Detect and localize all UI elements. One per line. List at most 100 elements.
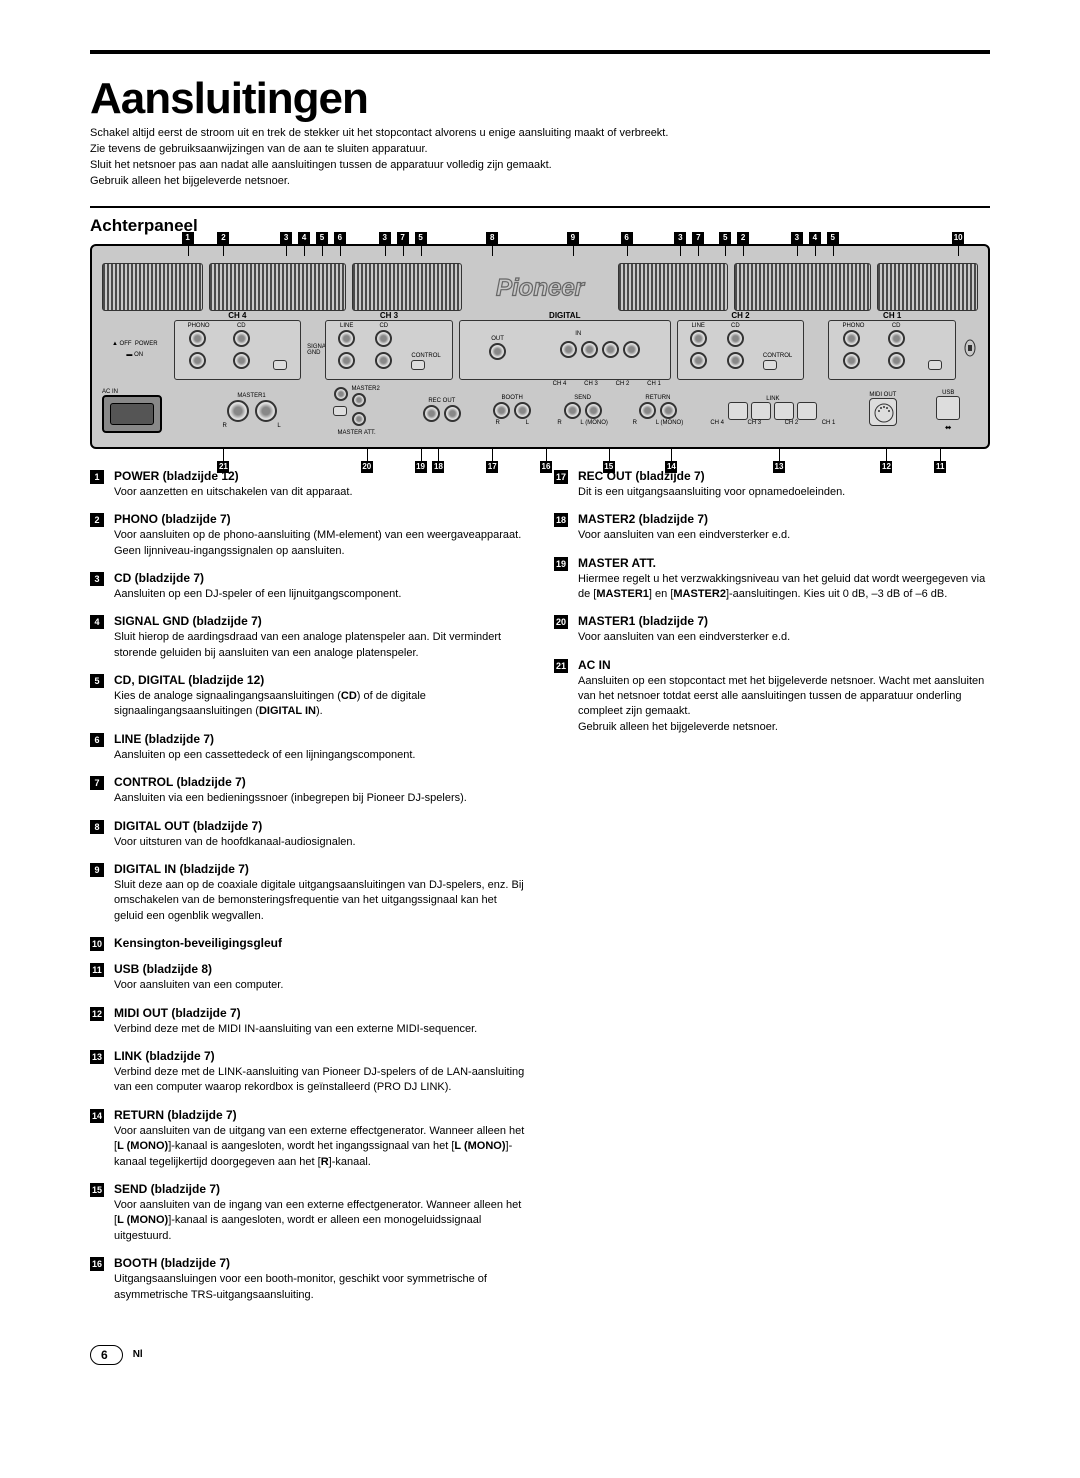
spec-item-title: LINE (bladzijde 7) <box>114 732 526 746</box>
spec-item: 7 CONTROL (bladzijde 7) Aansluiten via een… <box>90 775 526 806</box>
spec-item: 6LINE (bladzijde 7)Aansluiten op een cas… <box>90 732 526 763</box>
spec-item-number: 3 <box>90 572 104 586</box>
spec-item-desc: Aansluiten op een cassettedeck of een li… <box>114 748 526 763</box>
spec-item-number: 21 <box>554 659 568 673</box>
spec-item: 5 CD, DIGITAL (bladzijde 12) Kies de analo… <box>90 673 526 720</box>
spec-item: 18MASTER2 (bladzijde 7)Voor aansluiten v… <box>554 512 990 543</box>
callout-marker: 5 <box>719 232 731 244</box>
callout-marker: 2 <box>737 232 749 244</box>
spec-item-number: 5 <box>90 674 104 688</box>
language-code: Nl <box>133 1349 143 1360</box>
spec-item: 1 POWER (bladzijde 12) Voor aanzetten en u… <box>90 469 526 500</box>
callout-marker: 8 <box>486 232 498 244</box>
spec-item-number: 7 <box>90 776 104 790</box>
spec-item: 20MASTER1 (bladzijde 7)Voor aansluiten v… <box>554 614 990 645</box>
callout-marker: 6 <box>334 232 346 244</box>
spec-item: 21 AC IN Aansluiten op een stopcontact met… <box>554 658 990 736</box>
spec-item-desc: Voor aanzetten en uitschakelen van dit a… <box>114 485 526 500</box>
spec-item-title: Kensington-beveiligingsgleuf <box>114 936 526 950</box>
spec-item-desc: Hiermee regelt u het verzwakkingsniveau … <box>578 572 990 603</box>
spec-item: 19 MASTER ATT. Hiermee regelt u het verzwa… <box>554 556 990 603</box>
spec-item-desc: Verbind deze met de LINK-aansluiting van… <box>114 1065 526 1096</box>
spec-item-title: REC OUT (bladzijde 7) <box>578 469 990 483</box>
rear-panel-diagram: 123456375896375234510 Pioneer ▲ OFF POWE… <box>90 244 990 449</box>
spec-item: 9 DIGITAL IN (bladzijde 7) Sluit deze aan … <box>90 862 526 924</box>
spec-item: 15 SEND (bladzijde 7) Voor aansluiten van … <box>90 1182 526 1244</box>
spec-item-number: 4 <box>90 615 104 629</box>
spec-item-number: 17 <box>554 470 568 484</box>
spec-item-desc: Kies de analoge signaalingangsaansluitin… <box>114 689 526 720</box>
callout-marker: 7 <box>692 232 704 244</box>
spec-item-title: CD, DIGITAL (bladzijde 12) <box>114 673 526 687</box>
spec-item-number: 14 <box>90 1109 104 1123</box>
spec-item-title: SEND (bladzijde 7) <box>114 1182 526 1196</box>
spec-item: 13LINK (bladzijde 7)Verbind deze met de … <box>90 1049 526 1096</box>
brand-logo-icon: Pioneer <box>468 262 612 310</box>
spec-item-number: 10 <box>90 937 104 951</box>
page-title: Aansluitingen <box>90 74 990 124</box>
spec-item-desc: Sluit hierop de aardingsdraad van een an… <box>114 630 526 661</box>
spec-item-title: AC IN <box>578 658 990 672</box>
callout-marker: 3 <box>280 232 292 244</box>
spec-item-title: USB (bladzijde 8) <box>114 962 526 976</box>
spec-item-desc: Aansluiten via een bedieningssnoer (inbe… <box>114 791 526 806</box>
spec-item-desc: Voor aansluiten van de uitgang van een e… <box>114 1124 526 1170</box>
intro-line: Gebruik alleen het bijgeleverde netsnoer… <box>90 174 990 190</box>
spec-item-desc: Voor aansluiten van de ingang van een ex… <box>114 1198 526 1244</box>
spec-item-title: LINK (bladzijde 7) <box>114 1049 526 1063</box>
spec-item-number: 11 <box>90 963 104 977</box>
spec-item-title: BOOTH (bladzijde 7) <box>114 1256 526 1270</box>
spec-item-title: CD (bladzijde 7) <box>114 571 526 585</box>
spec-item-number: 1 <box>90 470 104 484</box>
spec-item: 3 CD (bladzijde 7) Aansluiten op een DJ-sp… <box>90 571 526 602</box>
page-number: 6 <box>90 1345 123 1365</box>
intro-line: Schakel altijd eerst de stroom uit en tr… <box>90 126 990 142</box>
spec-item-number: 16 <box>90 1257 104 1271</box>
section-rule <box>90 206 990 208</box>
callout-marker: 1 <box>182 232 194 244</box>
callout-marker: 2 <box>217 232 229 244</box>
spec-item: 8 DIGITAL OUT (bladzijde 7) Voor uitsturen… <box>90 819 526 850</box>
spec-item-title: DIGITAL OUT (bladzijde 7) <box>114 819 526 833</box>
spec-item-title: CONTROL (bladzijde 7) <box>114 775 526 789</box>
callout-marker: 5 <box>415 232 427 244</box>
callout-marker: 4 <box>809 232 821 244</box>
spec-item: 16 BOOTH (bladzijde 7) Uitgangsaansluingen… <box>90 1256 526 1303</box>
spec-item-desc: Verbind deze met de MIDI IN-aansluiting … <box>114 1022 526 1037</box>
spec-item-title: SIGNAL GND (bladzijde 7) <box>114 614 526 628</box>
spec-item-title: MIDI OUT (bladzijde 7) <box>114 1006 526 1020</box>
spec-item-title: MASTER2 (bladzijde 7) <box>578 512 990 526</box>
spec-item-desc: Aansluiten op een DJ-speler of een lijnu… <box>114 587 526 602</box>
spec-item-desc: Voor aansluiten op de phono-aansluiting … <box>114 528 526 559</box>
callout-marker: 7 <box>397 232 409 244</box>
intro-line: Zie tevens de gebruiksaanwijzingen van d… <box>90 142 990 158</box>
spec-item-title: MASTER1 (bladzijde 7) <box>578 614 990 628</box>
callout-marker: 3 <box>379 232 391 244</box>
callout-marker: 5 <box>316 232 328 244</box>
spec-item-title: PHONO (bladzijde 7) <box>114 512 526 526</box>
spec-item-number: 15 <box>90 1183 104 1197</box>
callout-marker: 10 <box>952 232 964 244</box>
spec-item-title: RETURN (bladzijde 7) <box>114 1108 526 1122</box>
spec-item-desc: Uitgangsaansluingen voor een booth-monit… <box>114 1272 526 1303</box>
spec-item-title: MASTER ATT. <box>578 556 990 570</box>
page-footer: 6 Nl <box>90 1345 990 1365</box>
callout-marker: 6 <box>621 232 633 244</box>
spec-item: 2PHONO (bladzijde 7)Voor aansluiten op d… <box>90 512 526 559</box>
spec-item-title: DIGITAL IN (bladzijde 7) <box>114 862 526 876</box>
spec-item-number: 8 <box>90 820 104 834</box>
spec-item-desc: Aansluiten op een stopcontact met het bi… <box>578 674 990 736</box>
spec-item-title: POWER (bladzijde 12) <box>114 469 526 483</box>
spec-item-desc: Sluit deze aan op de coaxiale digitale u… <box>114 878 526 924</box>
intro-line: Sluit het netsnoer pas aan nadat alle aa… <box>90 158 990 174</box>
spec-item-number: 19 <box>554 557 568 571</box>
spec-item-desc: Voor uitsturen van de hoofdkanaal-audios… <box>114 835 526 850</box>
spec-item: 17REC OUT (bladzijde 7)Dit is een uitgan… <box>554 469 990 500</box>
callout-marker: 9 <box>567 232 579 244</box>
spec-item-desc: Voor aansluiten van een computer. <box>114 978 526 993</box>
spec-item-number: 18 <box>554 513 568 527</box>
callout-marker: 3 <box>674 232 686 244</box>
spec-item-number: 9 <box>90 863 104 877</box>
spec-item: 11 USB (bladzijde 8) Voor aansluiten van e… <box>90 962 526 993</box>
callout-marker: 16 <box>540 461 552 473</box>
